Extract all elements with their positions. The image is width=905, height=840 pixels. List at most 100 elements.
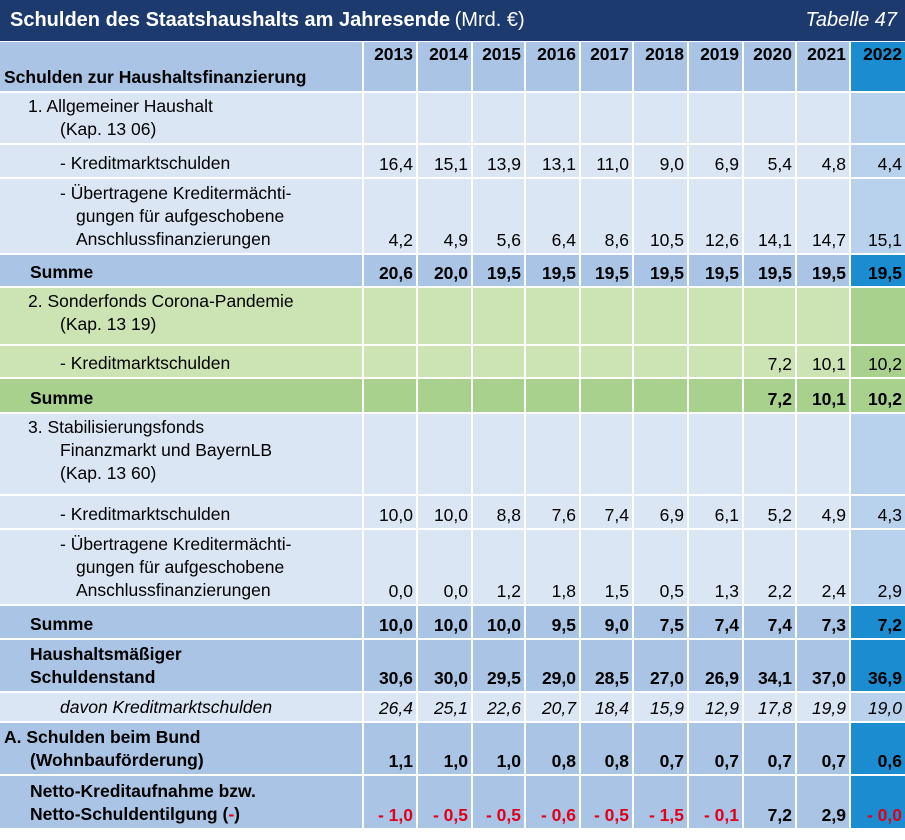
value-cell: 30,6 (362, 639, 417, 693)
value-cell: 22,6 (471, 692, 525, 723)
value-cell (632, 345, 688, 379)
value-cell: 16,4 (362, 144, 417, 179)
netto-label-line: Netto-Kreditaufnahme bzw. (30, 781, 256, 801)
value-cell: 19,5 (849, 254, 905, 288)
section-title: 2. Sonderfonds Corona-Pandemie (Kap. 13 … (0, 287, 363, 346)
value-cell (524, 345, 580, 379)
title-text: Schulden des Staatshaushalts am Jahresen… (10, 9, 451, 31)
sum-row: Summe 10,0 10,0 10,0 9,5 9,0 7,5 7,4 7,4… (0, 605, 905, 640)
sum-label: Summe (0, 254, 363, 288)
value-cell: 25,1 (416, 692, 472, 723)
value-cell: 7,4 (742, 605, 796, 640)
value-cell: 0,7 (687, 722, 743, 776)
value-cell: 0,0 (362, 529, 417, 606)
value-cell: 20,0 (416, 254, 472, 288)
value-cell: 19,5 (524, 254, 580, 288)
row-label-line: gungen für aufgeschobene (76, 557, 285, 577)
value-cell: 10,0 (362, 495, 417, 530)
value-cell: 7,6 (524, 495, 580, 530)
row-label-line: Anschlussfinanzierungen (76, 580, 271, 600)
debt-table: Schulden zur Haushaltsfinanzierung 2013 … (0, 42, 905, 830)
title-bar: Schulden des Staatshaushalts am Jahresen… (0, 0, 905, 41)
value-cell: 1,2 (471, 529, 525, 606)
value-cell: - 0,6 (524, 775, 580, 830)
row-label-line: - Übertragene Kreditermächti- (60, 183, 292, 203)
value-cell: 7,4 (579, 495, 633, 530)
value-cell: 14,7 (795, 178, 850, 255)
value-cell: 26,9 (687, 639, 743, 693)
value-cell: 12,9 (687, 692, 743, 723)
value-cell: 6,4 (524, 178, 580, 255)
row-label: - Kreditmarktschulden (0, 345, 363, 379)
value-cell (687, 378, 743, 414)
netto-label: Netto-Kreditaufnahme bzw. Netto-Schulden… (0, 775, 363, 830)
bund-label: A. Schulden beim Bund (Wohnbauförderung) (0, 722, 363, 776)
value-cell (416, 378, 472, 414)
value-cell: 8,6 (579, 178, 633, 255)
section-subtitle: (Kap. 13 60) (60, 463, 157, 483)
value-cell: 7,2 (849, 605, 905, 640)
value-cell (471, 378, 525, 414)
sum-label: Summe (0, 378, 363, 414)
value-cell: 9,0 (632, 144, 688, 179)
column-header-label: Schulden zur Haushaltsfinanzierung (0, 42, 363, 93)
value-cell: 10,2 (849, 378, 905, 414)
value-cell: 5,2 (742, 495, 796, 530)
value-cell: 10,1 (795, 345, 850, 379)
value-cell: 15,9 (632, 692, 688, 723)
table-row: davon Kreditmarktschulden 26,4 25,1 22,6… (0, 692, 905, 723)
value-cell: 19,9 (795, 692, 850, 723)
value-cell: 2,9 (795, 775, 850, 830)
section-title: 3. Stabilisierungsfonds Finanzmarkt und … (0, 413, 363, 496)
value-cell: 34,1 (742, 639, 796, 693)
value-cell: 4,9 (416, 178, 472, 255)
table-number: Tabelle 47 (805, 9, 897, 31)
title-unit: (Mrd. €) (454, 9, 525, 31)
row-label: - Kreditmarktschulden (0, 144, 363, 179)
value-cell: 28,5 (579, 639, 633, 693)
table-row: - Kreditmarktschulden 10,0 10,0 8,8 7,6 … (0, 495, 905, 530)
header-row: Schulden zur Haushaltsfinanzierung 2013 … (0, 42, 905, 93)
total-row: A. Schulden beim Bund (Wohnbauförderung)… (0, 722, 905, 776)
value-cell: 27,0 (632, 639, 688, 693)
value-cell: 0,8 (524, 722, 580, 776)
value-cell: 0,8 (579, 722, 633, 776)
total-row: Netto-Kreditaufnahme bzw. Netto-Schulden… (0, 775, 905, 830)
value-cell: 13,1 (524, 144, 580, 179)
row-label-line: Anschlussfinanzierungen (76, 229, 271, 249)
value-cell (524, 378, 580, 414)
year-header: 2015 (471, 42, 525, 93)
value-cell (579, 345, 633, 379)
value-cell: 10,0 (471, 605, 525, 640)
value-cell (362, 378, 417, 414)
table-row: - Kreditmarktschulden 7,2 10,1 10,2 (0, 345, 905, 379)
year-header: 2018 (632, 42, 688, 93)
total-label-line: Schuldenstand (30, 667, 156, 687)
value-cell: 0,0 (416, 529, 472, 606)
sum-row: Summe 7,2 10,1 10,2 (0, 378, 905, 414)
value-cell: 11,0 (579, 144, 633, 179)
value-cell: 1,3 (687, 529, 743, 606)
value-cell: 17,8 (742, 692, 796, 723)
value-cell: 0,5 (632, 529, 688, 606)
value-cell: 1,0 (471, 722, 525, 776)
year-header: 2022 (849, 42, 905, 93)
value-cell: 4,9 (795, 495, 850, 530)
value-cell: 20,7 (524, 692, 580, 723)
value-cell: 8,8 (471, 495, 525, 530)
value-cell: 29,5 (471, 639, 525, 693)
value-cell: 9,0 (579, 605, 633, 640)
value-cell: 0,7 (795, 722, 850, 776)
section-row: 2. Sonderfonds Corona-Pandemie (Kap. 13 … (0, 287, 905, 346)
section-row: 1. Allgemeiner Haushalt (Kap. 13 06) (0, 92, 905, 145)
value-cell: 6,1 (687, 495, 743, 530)
value-cell: 15,1 (849, 178, 905, 255)
netto-label-line: Netto-Schuldentilgung (-) (30, 803, 358, 826)
value-cell: - 0,1 (687, 775, 743, 830)
section-subtitle: (Kap. 13 06) (60, 119, 157, 139)
value-cell: 4,8 (795, 144, 850, 179)
value-cell: 1,8 (524, 529, 580, 606)
value-cell: 30,0 (416, 639, 472, 693)
value-cell: - 0,0 (849, 775, 905, 830)
value-cell (416, 345, 472, 379)
